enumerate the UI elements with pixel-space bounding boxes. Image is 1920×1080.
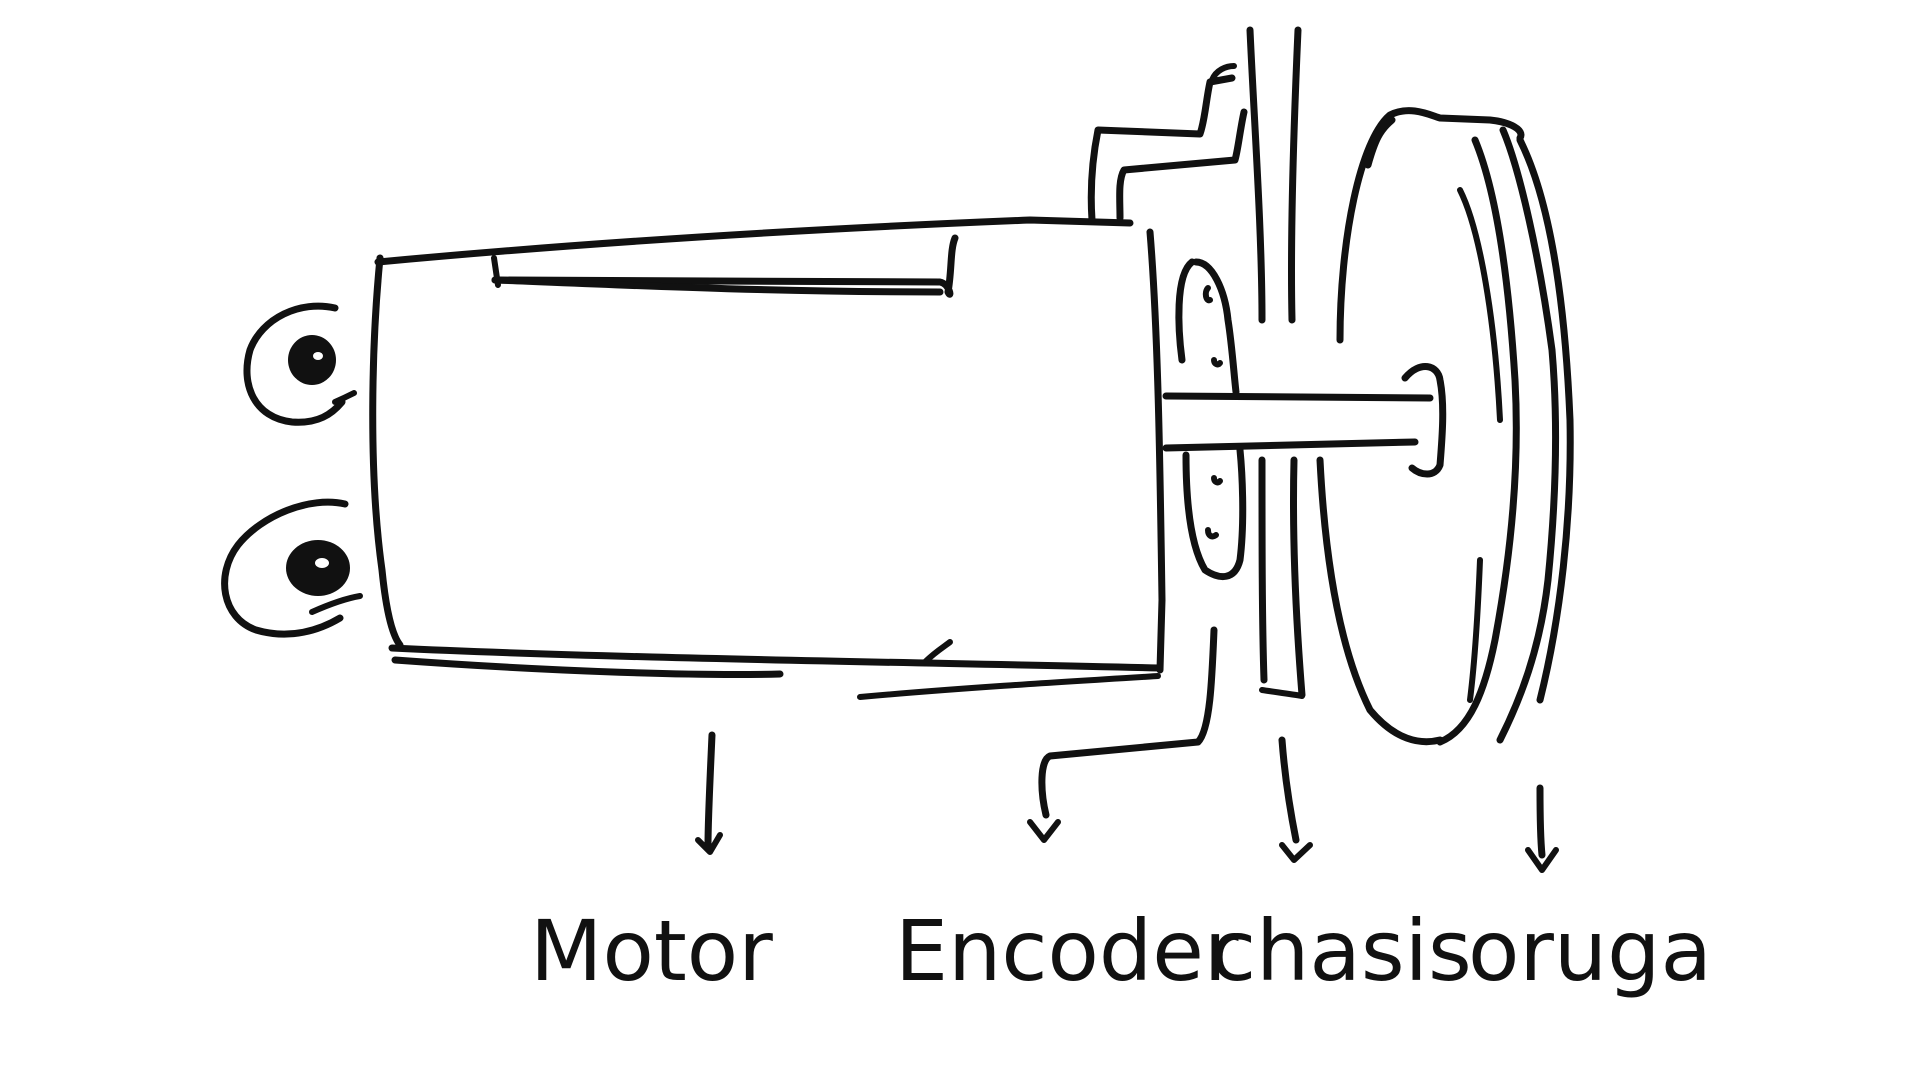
label-encoder: Encoder	[895, 902, 1239, 1000]
track-wheel	[1316, 107, 1574, 746]
eye-upper-pupil	[288, 335, 336, 385]
motor-body	[369, 216, 1166, 700]
label-arrows	[695, 626, 1559, 873]
arrow-chassis	[1278, 736, 1300, 844]
eye-lower-pupil	[286, 540, 350, 596]
arrow-motor	[704, 731, 716, 849]
eye-upper-outline	[243, 302, 346, 426]
arrow-encoder	[1038, 626, 1218, 819]
labels: Motor Encoder chasis oruga	[530, 902, 1712, 1000]
label-motor: Motor	[530, 902, 773, 1000]
label-chassis: chasis	[1210, 902, 1472, 1000]
eye-upper-lash	[332, 390, 357, 405]
arrow-track	[1536, 784, 1546, 859]
encoder-disk	[1175, 258, 1247, 580]
motor-mount-bracket	[1087, 63, 1248, 224]
eye-lower-outline	[221, 498, 349, 638]
chassis-plate	[1246, 26, 1306, 699]
label-track: oruga	[1468, 902, 1712, 1000]
drive-shaft	[1162, 363, 1447, 478]
eyes-doodle	[221, 302, 363, 638]
